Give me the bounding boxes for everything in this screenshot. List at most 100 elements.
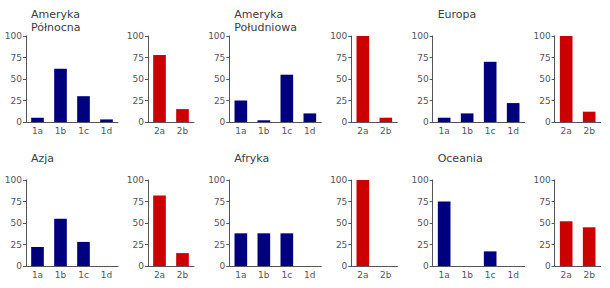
svg-text:25: 25 xyxy=(336,240,347,250)
svg-text:25: 25 xyxy=(417,240,428,250)
svg-text:0: 0 xyxy=(16,261,22,271)
svg-text:1a: 1a xyxy=(235,270,246,280)
svg-text:0: 0 xyxy=(220,117,226,127)
svg-text:75: 75 xyxy=(539,197,550,207)
svg-text:1a: 1a xyxy=(439,126,450,136)
svg-text:75: 75 xyxy=(336,197,347,207)
svg-text:100: 100 xyxy=(208,175,225,185)
svg-text:1b: 1b xyxy=(461,270,473,280)
svg-text:Oceania: Oceania xyxy=(438,152,483,165)
svg-text:1b: 1b xyxy=(55,270,67,280)
svg-text:1a: 1a xyxy=(235,126,246,136)
svg-text:0: 0 xyxy=(16,117,22,127)
svg-text:Północna: Północna xyxy=(31,21,81,34)
svg-text:1b: 1b xyxy=(55,126,67,136)
svg-text:1a: 1a xyxy=(32,126,43,136)
svg-text:1c: 1c xyxy=(485,126,496,136)
svg-text:0: 0 xyxy=(342,117,348,127)
svg-text:1c: 1c xyxy=(281,126,292,136)
svg-text:0: 0 xyxy=(220,261,226,271)
svg-text:0: 0 xyxy=(545,117,551,127)
svg-text:Ameryka: Ameryka xyxy=(31,8,80,21)
svg-text:100: 100 xyxy=(330,175,347,185)
svg-text:1b: 1b xyxy=(258,270,270,280)
svg-text:25: 25 xyxy=(214,96,225,106)
svg-text:100: 100 xyxy=(411,31,428,41)
svg-text:100: 100 xyxy=(127,31,144,41)
svg-text:50: 50 xyxy=(11,218,23,228)
svg-text:75: 75 xyxy=(336,53,347,63)
svg-text:1c: 1c xyxy=(78,126,89,136)
svg-text:2a: 2a xyxy=(561,126,572,136)
svg-text:75: 75 xyxy=(417,53,428,63)
svg-text:25: 25 xyxy=(417,96,428,106)
svg-text:25: 25 xyxy=(11,96,22,106)
svg-text:2b: 2b xyxy=(380,126,392,136)
svg-text:50: 50 xyxy=(539,74,551,84)
svg-text:100: 100 xyxy=(5,31,22,41)
svg-text:2a: 2a xyxy=(154,270,165,280)
svg-text:50: 50 xyxy=(336,74,348,84)
svg-text:75: 75 xyxy=(214,53,225,63)
svg-text:2a: 2a xyxy=(357,270,368,280)
svg-text:1b: 1b xyxy=(461,126,473,136)
svg-text:100: 100 xyxy=(533,175,550,185)
svg-text:75: 75 xyxy=(214,197,225,207)
svg-text:2a: 2a xyxy=(154,126,165,136)
svg-text:2b: 2b xyxy=(583,126,595,136)
svg-text:50: 50 xyxy=(336,218,348,228)
svg-text:25: 25 xyxy=(11,240,22,250)
svg-text:0: 0 xyxy=(545,261,551,271)
svg-text:2a: 2a xyxy=(357,126,368,136)
svg-text:2b: 2b xyxy=(177,270,189,280)
svg-text:75: 75 xyxy=(11,197,22,207)
svg-text:100: 100 xyxy=(411,175,428,185)
svg-text:50: 50 xyxy=(417,218,429,228)
svg-text:25: 25 xyxy=(133,96,144,106)
svg-text:25: 25 xyxy=(539,240,550,250)
svg-text:1d: 1d xyxy=(101,126,112,136)
svg-text:1d: 1d xyxy=(101,270,112,280)
svg-text:0: 0 xyxy=(423,261,429,271)
svg-text:75: 75 xyxy=(133,197,144,207)
svg-text:100: 100 xyxy=(330,31,347,41)
svg-text:25: 25 xyxy=(336,96,347,106)
svg-text:50: 50 xyxy=(539,218,551,228)
svg-text:0: 0 xyxy=(138,261,144,271)
svg-text:50: 50 xyxy=(214,218,226,228)
svg-text:50: 50 xyxy=(133,218,145,228)
svg-text:1d: 1d xyxy=(507,126,518,136)
svg-text:Południowa: Południowa xyxy=(234,21,297,34)
svg-text:1a: 1a xyxy=(32,270,43,280)
svg-text:Ameryka: Ameryka xyxy=(234,8,283,21)
svg-text:1c: 1c xyxy=(485,270,496,280)
svg-text:2b: 2b xyxy=(380,270,392,280)
svg-text:Europa: Europa xyxy=(438,8,477,21)
svg-text:100: 100 xyxy=(5,175,22,185)
svg-text:1d: 1d xyxy=(304,126,315,136)
svg-text:75: 75 xyxy=(11,53,22,63)
svg-text:75: 75 xyxy=(539,53,550,63)
svg-text:0: 0 xyxy=(138,117,144,127)
svg-text:Azja: Azja xyxy=(31,152,54,165)
svg-text:2b: 2b xyxy=(583,270,595,280)
svg-text:0: 0 xyxy=(342,261,348,271)
svg-text:1d: 1d xyxy=(507,270,518,280)
svg-text:25: 25 xyxy=(539,96,550,106)
svg-text:1a: 1a xyxy=(439,270,450,280)
svg-text:75: 75 xyxy=(133,53,144,63)
svg-text:100: 100 xyxy=(127,175,144,185)
svg-text:1c: 1c xyxy=(78,270,89,280)
svg-text:75: 75 xyxy=(417,197,428,207)
svg-text:25: 25 xyxy=(133,240,144,250)
svg-text:50: 50 xyxy=(214,74,226,84)
svg-text:Afryka: Afryka xyxy=(234,152,269,165)
svg-text:25: 25 xyxy=(214,240,225,250)
svg-text:2b: 2b xyxy=(177,126,189,136)
svg-text:50: 50 xyxy=(133,74,145,84)
svg-text:2a: 2a xyxy=(561,270,572,280)
svg-text:100: 100 xyxy=(533,31,550,41)
svg-text:1b: 1b xyxy=(258,126,270,136)
svg-text:50: 50 xyxy=(417,74,429,84)
svg-text:1d: 1d xyxy=(304,270,315,280)
